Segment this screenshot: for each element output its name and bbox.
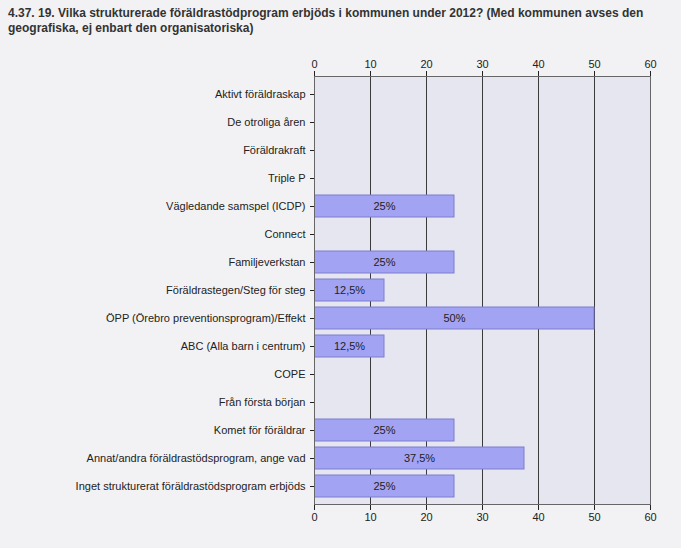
- svg-text:60: 60: [644, 58, 656, 70]
- svg-text:25%: 25%: [373, 424, 395, 436]
- svg-text:Connect: Connect: [265, 228, 306, 240]
- svg-text:60: 60: [644, 511, 656, 523]
- svg-text:50%: 50%: [443, 312, 465, 324]
- svg-text:Föräldrastegen/Steg för steg: Föräldrastegen/Steg för steg: [166, 284, 305, 296]
- svg-text:COPE: COPE: [274, 368, 305, 380]
- svg-text:25%: 25%: [373, 200, 395, 212]
- svg-text:Annat/andra föräldrastödsprogr: Annat/andra föräldrastödsprogram, ange v…: [87, 452, 306, 464]
- svg-text:ABC (Alla barn i centrum): ABC (Alla barn i centrum): [181, 340, 306, 352]
- svg-text:40: 40: [532, 58, 544, 70]
- svg-text:Inget strukturerat föräldrastö: Inget strukturerat föräldrastödsprogram …: [76, 480, 306, 492]
- svg-text:10: 10: [364, 58, 376, 70]
- svg-text:12,5%: 12,5%: [334, 340, 365, 352]
- svg-text:Komet för föräldrar: Komet för föräldrar: [214, 424, 306, 436]
- svg-text:50: 50: [588, 511, 600, 523]
- svg-text:0: 0: [311, 58, 317, 70]
- svg-text:20: 20: [420, 511, 432, 523]
- svg-text:10: 10: [364, 511, 376, 523]
- svg-text:25%: 25%: [373, 480, 395, 492]
- svg-text:De otroliga åren: De otroliga åren: [227, 116, 305, 128]
- svg-text:37,5%: 37,5%: [404, 452, 435, 464]
- svg-text:30: 30: [476, 58, 488, 70]
- svg-text:0: 0: [311, 511, 317, 523]
- svg-text:Från första början: Från första början: [219, 396, 306, 408]
- svg-text:ÖPP (Örebro preventionsprogram: ÖPP (Örebro preventionsprogram)/Effekt: [106, 312, 306, 324]
- svg-text:Vägledande samspel (ICDP): Vägledande samspel (ICDP): [166, 200, 305, 212]
- svg-text:Aktivt föräldraskap: Aktivt föräldraskap: [215, 88, 305, 100]
- svg-text:25%: 25%: [373, 256, 395, 268]
- svg-text:20: 20: [420, 58, 432, 70]
- svg-text:Föräldrakraft: Föräldrakraft: [243, 144, 305, 156]
- svg-text:50: 50: [588, 58, 600, 70]
- svg-text:Familjeverkstan: Familjeverkstan: [228, 256, 305, 268]
- html-text:4.37. 19. Vilka strukturerade: 4.37. 19. Vilka strukturerade föräldrast…: [8, 6, 644, 35]
- svg-text:40: 40: [532, 511, 544, 523]
- svg-text:12,5%: 12,5%: [334, 284, 365, 296]
- svg-text:Triple P: Triple P: [268, 172, 306, 184]
- svg-text:30: 30: [476, 511, 488, 523]
